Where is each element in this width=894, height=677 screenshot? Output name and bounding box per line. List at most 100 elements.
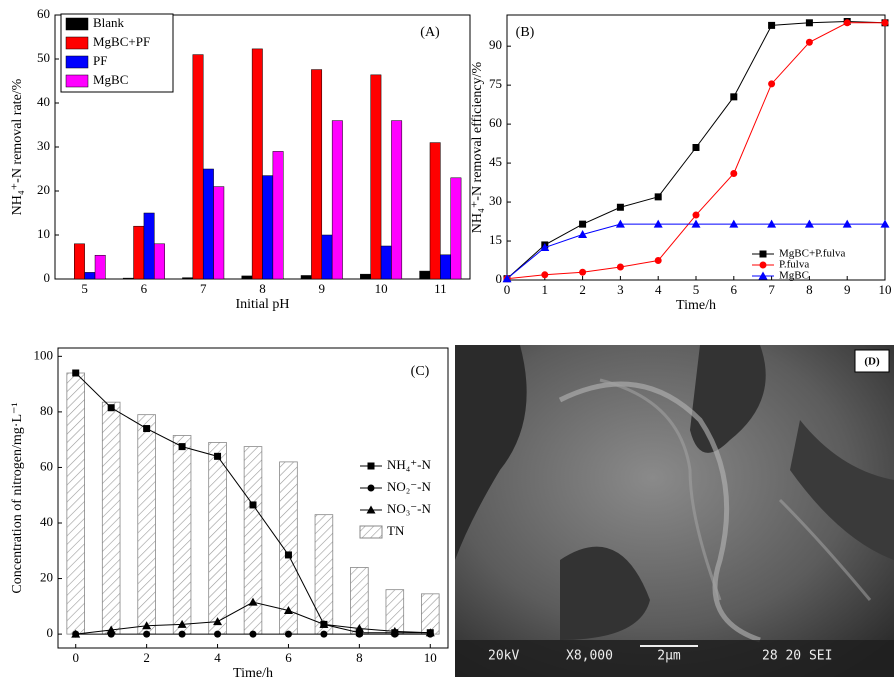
x-tick-label: 2 — [579, 282, 586, 297]
marker — [653, 219, 663, 228]
legend-label: NH₄⁺-N — [387, 457, 431, 472]
legend-label: Blank — [93, 15, 125, 30]
y-tick-label: 80 — [40, 403, 53, 418]
y-tick-label: 75 — [489, 76, 502, 91]
marker — [730, 169, 738, 177]
y-tick-label: 10 — [37, 226, 50, 241]
marker — [390, 626, 400, 635]
bar — [300, 275, 312, 280]
x-axis-title: Time/h — [676, 298, 716, 313]
x-tick-label: 10 — [375, 281, 388, 296]
marker — [106, 625, 116, 634]
panel-label: (D) — [864, 356, 880, 368]
marker — [692, 211, 700, 219]
x-tick-label: 5 — [693, 282, 700, 297]
marker — [540, 243, 550, 252]
marker — [805, 38, 813, 46]
x-tick-label: 0 — [504, 282, 511, 297]
y-tick-label: 100 — [34, 347, 54, 362]
marker — [880, 219, 890, 228]
marker — [579, 220, 587, 228]
y-tick-label: 20 — [37, 182, 50, 197]
bar — [440, 254, 451, 280]
marker — [249, 501, 257, 509]
x-tick-label: 10 — [424, 650, 437, 665]
x-tick-label: 6 — [731, 282, 738, 297]
marker — [284, 630, 292, 638]
y-tick-label: 50 — [37, 50, 50, 65]
x-tick-label: 9 — [319, 281, 326, 296]
marker — [214, 452, 222, 460]
panel-label: (B) — [516, 25, 535, 40]
x-tick-label: 7 — [200, 281, 207, 296]
chart: 0 20 40 60 80 100 0 2 4 6 8 10 Time/h Concentration o… — [10, 347, 449, 677]
x-tick-label: 3 — [617, 282, 624, 297]
marker — [578, 230, 588, 239]
marker — [502, 274, 512, 283]
sem-scale: 2μm — [657, 649, 681, 664]
marker — [143, 425, 151, 433]
bar — [391, 120, 403, 280]
marker — [730, 93, 738, 101]
bar — [208, 442, 227, 635]
marker — [284, 551, 292, 559]
legend-label: MgBC+PF — [93, 34, 150, 49]
marker — [768, 21, 776, 29]
marker — [692, 144, 700, 151]
legend-label: NO₃⁻-N — [387, 501, 431, 516]
marker — [178, 443, 186, 451]
sem-info: 28 20 SEI — [762, 649, 832, 664]
x-axis-title: Initial pH — [235, 297, 289, 312]
sem-shadow — [790, 420, 894, 560]
marker — [319, 619, 329, 628]
marker — [354, 624, 364, 633]
marker — [759, 261, 767, 269]
y-tick-label: 40 — [40, 514, 53, 529]
bar — [272, 151, 284, 280]
legend-swatch — [65, 55, 89, 69]
legend-swatch — [65, 74, 89, 88]
y-tick-label: 30 — [489, 193, 502, 208]
marker — [843, 19, 851, 27]
x-tick-label: 9 — [844, 282, 851, 297]
marker — [691, 219, 701, 228]
marker — [214, 630, 222, 638]
marker — [178, 630, 186, 638]
marker — [355, 630, 363, 638]
plot-frame — [57, 347, 449, 649]
panel-label: (A) — [420, 25, 440, 40]
x-tick-label: 6 — [141, 281, 148, 296]
marker — [615, 219, 625, 228]
bar — [137, 414, 156, 635]
marker — [248, 597, 258, 606]
bar — [450, 177, 462, 280]
marker — [366, 505, 376, 514]
x-tick-label: 5 — [81, 281, 88, 296]
y-tick-label: 90 — [489, 37, 502, 52]
x-tick-label: 6 — [285, 650, 292, 665]
marker — [767, 219, 777, 228]
bar — [321, 234, 333, 280]
marker — [758, 271, 768, 280]
bar — [251, 48, 263, 280]
marker — [142, 621, 152, 630]
legend-swatch — [359, 525, 383, 539]
bar — [94, 254, 106, 280]
marker — [367, 484, 375, 492]
panel-label-box — [854, 349, 890, 373]
marker — [759, 250, 767, 258]
legend-label: NO₂⁻-N — [387, 479, 431, 494]
y-axis-title: NH₄⁺-N removal rate/% — [10, 78, 25, 215]
bar — [380, 245, 392, 280]
marker — [768, 80, 776, 88]
bar — [133, 225, 145, 280]
sem-ridge — [778, 498, 872, 601]
bar — [202, 168, 214, 280]
legend-swatch — [65, 36, 89, 50]
x-tick-label: 10 — [879, 282, 892, 297]
x-tick-label: 8 — [356, 650, 363, 665]
x-tick-label: 8 — [806, 282, 813, 297]
marker — [654, 193, 662, 201]
